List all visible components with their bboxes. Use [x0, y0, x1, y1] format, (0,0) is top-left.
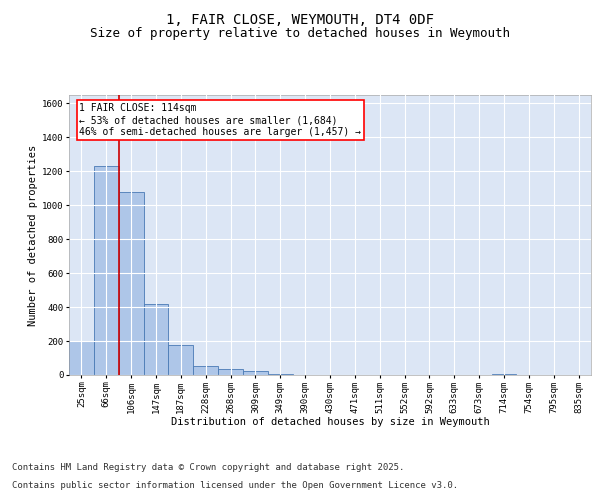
Bar	[119, 192, 143, 375]
Bar	[218, 369, 243, 375]
Bar	[491, 374, 517, 375]
Y-axis label: Number of detached properties: Number of detached properties	[28, 144, 38, 326]
Bar	[94, 166, 119, 375]
Bar	[169, 346, 193, 375]
Text: Contains HM Land Registry data © Crown copyright and database right 2025.: Contains HM Land Registry data © Crown c…	[12, 464, 404, 472]
Text: Size of property relative to detached houses in Weymouth: Size of property relative to detached ho…	[90, 28, 510, 40]
Bar	[243, 371, 268, 375]
Bar	[69, 341, 94, 375]
Text: 1, FAIR CLOSE, WEYMOUTH, DT4 0DF: 1, FAIR CLOSE, WEYMOUTH, DT4 0DF	[166, 12, 434, 26]
Bar	[143, 304, 169, 375]
Bar	[193, 366, 218, 375]
Text: 1 FAIR CLOSE: 114sqm
← 53% of detached houses are smaller (1,684)
46% of semi-de: 1 FAIR CLOSE: 114sqm ← 53% of detached h…	[79, 104, 361, 136]
Bar	[268, 374, 293, 375]
X-axis label: Distribution of detached houses by size in Weymouth: Distribution of detached houses by size …	[170, 417, 490, 427]
Text: Contains public sector information licensed under the Open Government Licence v3: Contains public sector information licen…	[12, 481, 458, 490]
